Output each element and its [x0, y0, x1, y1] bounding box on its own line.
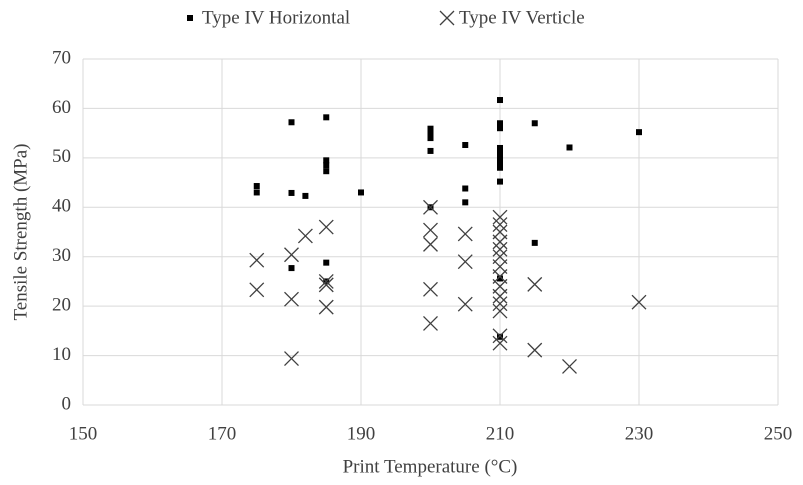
point	[323, 157, 330, 164]
point	[323, 259, 330, 266]
point	[497, 154, 503, 161]
point	[323, 114, 330, 121]
point	[358, 189, 364, 196]
y-axis-label: Tensile Strength (MPa)	[10, 143, 31, 320]
point	[297, 228, 313, 244]
x-tick-label: 170	[208, 423, 237, 444]
point	[423, 236, 438, 252]
x-tick-label: 190	[347, 423, 376, 444]
point	[457, 296, 473, 312]
point	[492, 241, 508, 257]
x-tick-label: 230	[625, 423, 654, 444]
point	[423, 199, 438, 215]
point	[636, 129, 642, 136]
point	[562, 358, 577, 374]
point	[497, 178, 503, 185]
point	[497, 333, 503, 340]
point	[566, 144, 573, 151]
x-axis-label: Print Temperature (°C)	[343, 456, 518, 477]
point	[318, 277, 334, 293]
point	[302, 192, 309, 199]
point	[288, 119, 295, 126]
y-tick-label: 40	[52, 196, 71, 217]
point	[492, 296, 508, 312]
point	[284, 351, 299, 366]
point	[457, 226, 473, 242]
point	[318, 273, 334, 289]
point	[527, 342, 543, 358]
point	[497, 144, 503, 151]
point	[284, 247, 299, 263]
point	[531, 120, 538, 127]
point	[462, 185, 469, 192]
point	[497, 159, 503, 166]
point	[497, 125, 503, 132]
y-tick-label: 50	[52, 146, 71, 167]
point	[423, 281, 438, 297]
point	[492, 288, 508, 304]
point	[249, 282, 265, 298]
point	[427, 130, 434, 137]
point	[253, 183, 260, 190]
y-tick-label: 60	[52, 97, 71, 118]
point	[288, 189, 295, 196]
y-tick-label: 30	[52, 245, 71, 266]
point	[497, 120, 503, 127]
point	[497, 97, 503, 104]
point	[492, 335, 508, 351]
point	[318, 219, 334, 235]
point	[323, 162, 330, 169]
legend-marker	[439, 10, 455, 26]
point	[492, 217, 508, 233]
legend-label: Type IV Horizontal	[202, 7, 350, 28]
point	[423, 222, 438, 238]
point	[462, 199, 469, 206]
point	[288, 265, 295, 272]
point	[497, 164, 503, 171]
point	[284, 291, 299, 307]
point	[423, 315, 438, 331]
legend-marker	[187, 15, 193, 21]
x-tick-label: 250	[764, 423, 793, 444]
point	[527, 276, 543, 292]
point	[492, 209, 508, 225]
point	[249, 252, 265, 268]
point	[492, 303, 508, 319]
x-tick-label: 210	[486, 423, 515, 444]
point	[631, 294, 647, 310]
legend-label: Type IV Verticle	[459, 7, 585, 28]
point	[492, 234, 508, 250]
point	[427, 135, 434, 142]
y-tick-label: 20	[52, 295, 71, 316]
point	[497, 149, 503, 156]
y-tick-label: 70	[52, 47, 71, 68]
point	[462, 142, 469, 149]
point	[427, 147, 434, 154]
point	[323, 168, 330, 175]
y-tick-label: 10	[52, 344, 71, 365]
x-tick-label: 150	[69, 423, 98, 444]
point	[457, 254, 473, 270]
point	[531, 239, 538, 246]
point	[492, 328, 508, 344]
point	[318, 299, 334, 315]
point	[427, 125, 434, 132]
y-tick-label: 0	[62, 393, 72, 414]
point	[497, 275, 503, 282]
point	[253, 189, 260, 196]
